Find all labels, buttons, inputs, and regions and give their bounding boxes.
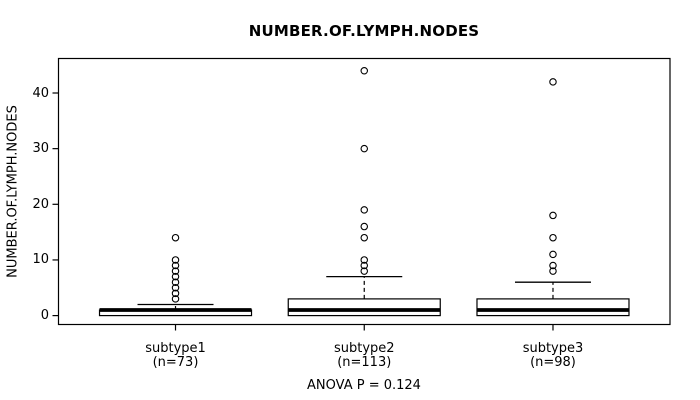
group-count: (n=98) xyxy=(530,355,576,370)
outlier-point-subtype1 xyxy=(171,284,180,292)
outlier-point-subtype2 xyxy=(360,222,368,231)
outlier-point-subtype2 xyxy=(360,66,368,75)
outlier-point-subtype3 xyxy=(549,233,557,242)
outlier-point-subtype3 xyxy=(549,261,557,270)
outlier-point-subtype3 xyxy=(549,250,557,259)
outlier-point-subtype1 xyxy=(171,256,180,264)
box-subtype3 xyxy=(476,298,630,317)
outlier-point-subtype2 xyxy=(360,233,368,242)
outlier-point-subtype2 xyxy=(360,267,368,275)
chart-title: NUMBER.OF.LYMPH.NODES xyxy=(248,22,480,40)
outlier-point-subtype1 xyxy=(171,278,180,286)
outlier-point-subtype1 xyxy=(171,295,180,303)
y-tick-label: 40 xyxy=(32,85,49,101)
x-category-label-subtype1: subtype1 (n=73) xyxy=(116,342,236,370)
group-count: (n=113) xyxy=(337,355,392,370)
outlier-point-subtype1 xyxy=(171,267,180,275)
box-subtype2 xyxy=(287,298,441,317)
group-name: subtype2 xyxy=(333,341,395,356)
x-category-label-subtype2: subtype2 (n=113) xyxy=(304,342,424,370)
outlier-point-subtype2 xyxy=(360,206,368,214)
group-name: subtype3 xyxy=(522,341,584,356)
outlier-point-subtype2 xyxy=(360,256,368,264)
outlier-point-subtype3 xyxy=(549,267,557,275)
outlier-point-subtype1 xyxy=(171,289,180,298)
y-tick-label: 20 xyxy=(32,196,49,212)
y-tick-label: 0 xyxy=(40,308,49,324)
group-name: subtype1 xyxy=(145,341,206,356)
y-tick-label: 10 xyxy=(32,252,49,268)
group-count: (n=73) xyxy=(152,355,199,370)
outlier-point-subtype1 xyxy=(171,233,180,242)
outlier-point-subtype3 xyxy=(549,211,557,220)
outlier-point-subtype2 xyxy=(360,144,368,153)
outlier-point-subtype1 xyxy=(171,261,180,270)
outlier-point-subtype2 xyxy=(360,261,368,270)
outlier-point-subtype3 xyxy=(549,78,557,86)
anova-annotation: ANOVA P = 0.124 xyxy=(307,378,421,393)
x-category-label-subtype3: subtype3 (n=98) xyxy=(493,342,613,370)
outlier-point-subtype1 xyxy=(171,272,180,281)
y-tick-label: 30 xyxy=(32,141,49,157)
